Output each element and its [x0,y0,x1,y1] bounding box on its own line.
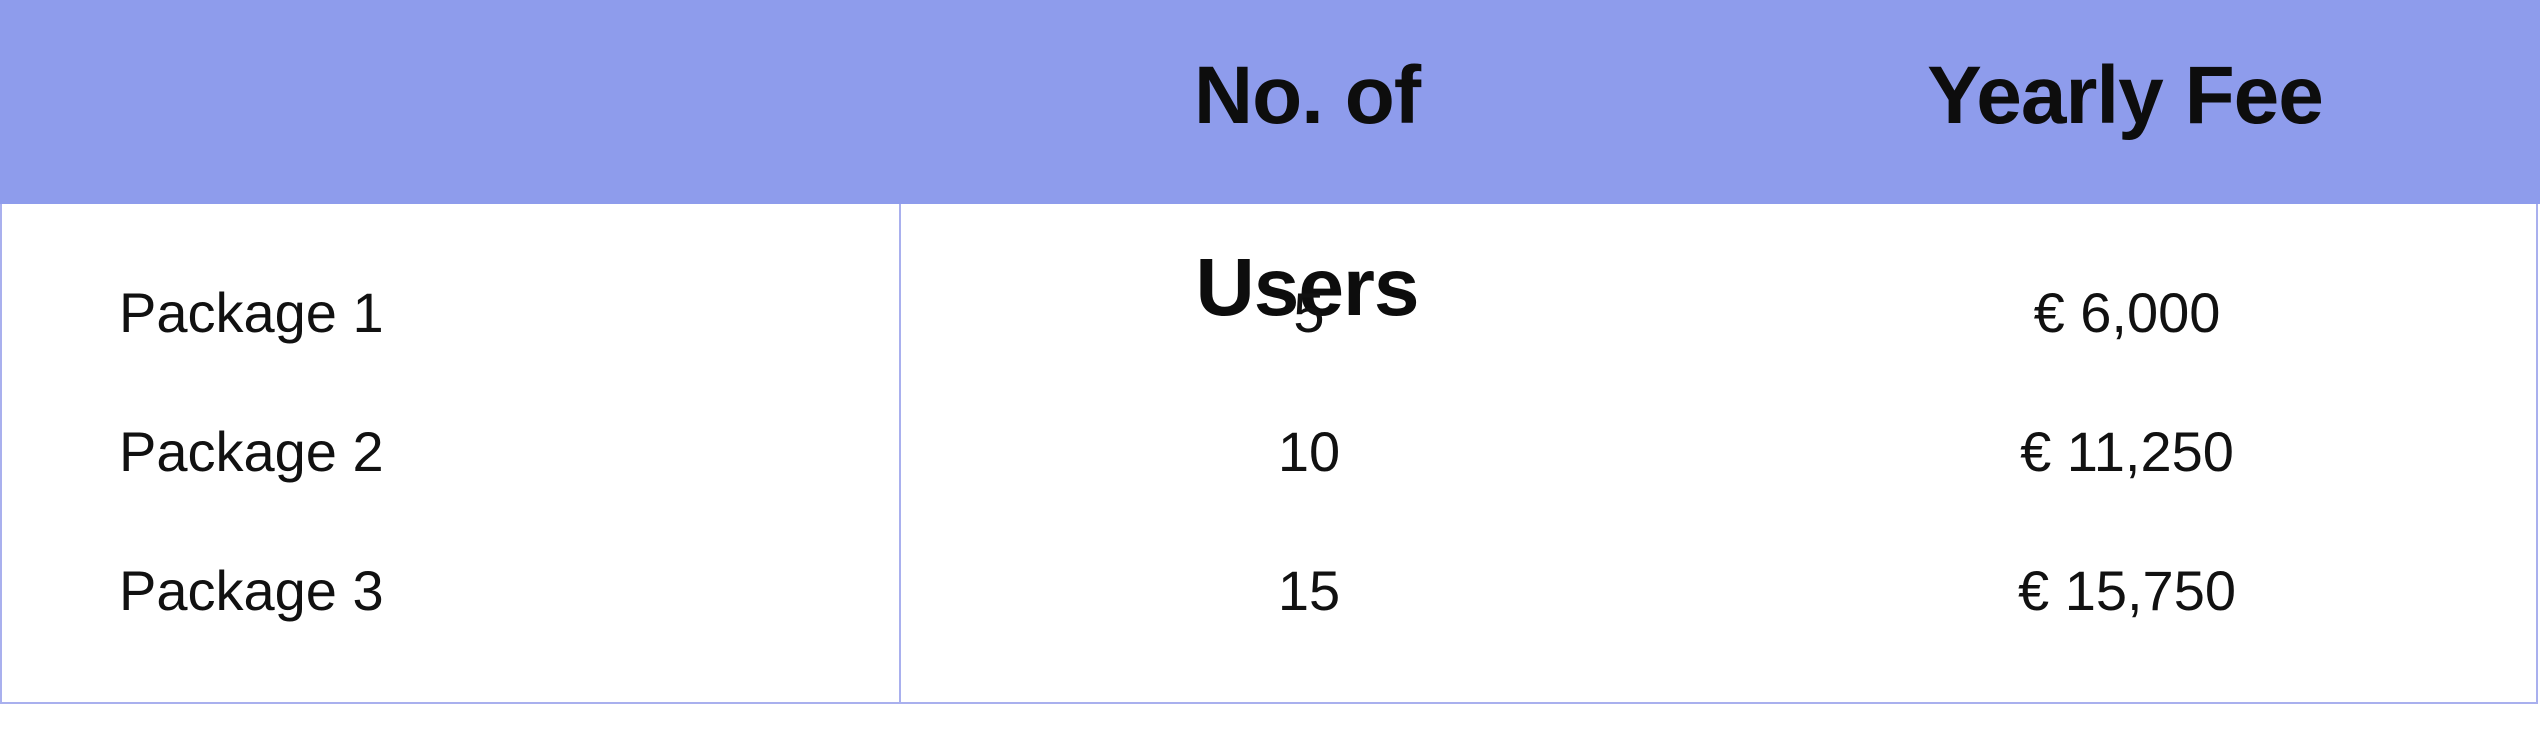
header-no-of-users: No. of Users [1193,50,1421,333]
pricing-table: No. of Users Yearly Fee Package 1 5 € 6,… [0,0,2540,704]
column-divider [899,204,901,702]
row-3-package: Package 3 [119,559,384,622]
row-3-fee: € 15,750 [2018,559,2236,622]
row-1-fee: € 6,000 [2033,281,2221,344]
header-yearly-fee: Yearly Fee [1927,50,2324,141]
row-2-fee: € 11,250 [2020,420,2234,483]
table-header-row: No. of Users Yearly Fee [0,0,2540,333]
header-package [0,0,899,204]
row-3-users: 15 [1277,559,1341,622]
row-2-users: 10 [1277,420,1341,483]
row-2-package: Package 2 [119,420,384,483]
row-1-package: Package 1 [119,281,384,344]
row-1-users: 5 [1293,281,1325,344]
